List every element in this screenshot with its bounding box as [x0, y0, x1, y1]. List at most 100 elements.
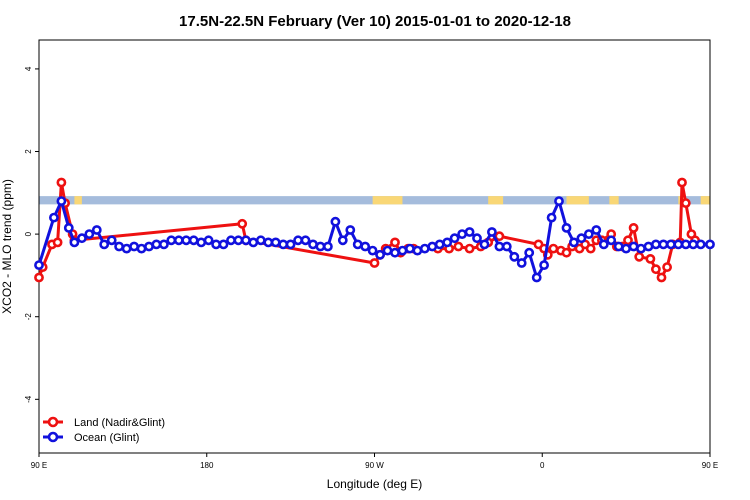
surface-band-land-2: [488, 196, 504, 205]
surface-band-land-0: [74, 196, 82, 205]
series-land-point-23: [494, 231, 505, 242]
series-ocean-point-60: [486, 227, 497, 237]
series-ocean-point-70: [561, 222, 572, 233]
surface-band-land-4: [609, 196, 619, 205]
series-ocean-point-49: [404, 243, 415, 254]
series-land-point-44: [656, 272, 667, 283]
series-ocean-point-62: [501, 241, 512, 252]
series-ocean: [34, 196, 715, 283]
series-ocean-point-82: [651, 239, 661, 250]
series-ocean-point-48: [397, 245, 408, 256]
series-land-point-39: [623, 235, 633, 246]
legend-land-label: Land (Nadir&Glint): [74, 417, 165, 429]
series-ocean-point-80: [636, 243, 646, 254]
series-ocean-point-3: [63, 222, 74, 233]
series-ocean-point-42: [352, 239, 363, 250]
series-ocean-point-2: [56, 196, 67, 206]
series-ocean-point-59: [479, 239, 490, 250]
series-ocean-point-67: [539, 260, 549, 270]
series-ocean-point-89: [705, 239, 715, 250]
series-ocean-point-11: [121, 243, 132, 254]
legend-item-ocean: Ocean (Glint): [43, 431, 139, 444]
series-land-point-43: [651, 264, 661, 275]
series-land-point-3: [52, 237, 63, 248]
series-ocean-point-10: [114, 241, 124, 252]
x-axis: 90 E 180 90 W 0 90 E: [31, 453, 718, 470]
series-land-point-29: [561, 247, 572, 258]
series-ocean-point-69: [554, 196, 564, 206]
series-ocean-point-54: [442, 237, 453, 248]
series-ocean-point-9: [106, 235, 117, 246]
series-land-point-48: [677, 177, 687, 188]
x-tick-label-3: 0: [540, 461, 545, 470]
series-land-point-40: [628, 222, 639, 233]
series-ocean-point-20: [188, 235, 199, 246]
series-ocean-point-5: [77, 233, 87, 244]
series-ocean-point-72: [576, 233, 587, 244]
series-ocean-point-29: [255, 235, 266, 246]
y-axis: -4 -2 0 2 4: [24, 66, 39, 403]
series-land-point-20: [464, 243, 475, 254]
series-land-point-10: [369, 258, 380, 268]
series-ocean-point-22: [203, 235, 214, 246]
series-ocean-point-57: [464, 227, 475, 237]
legend-ocean-label: Ocean (Glint): [74, 432, 139, 444]
series-ocean-point-53: [434, 239, 445, 250]
series-land-point-19: [453, 241, 464, 252]
y-tick-label-2: 0: [24, 231, 33, 236]
series-ocean-point-19: [181, 235, 192, 246]
series-ocean-point-38: [322, 241, 333, 252]
series-ocean-point-26: [233, 235, 244, 246]
series-ocean-point-24: [218, 239, 229, 250]
series-ocean-point-4: [69, 237, 80, 248]
series-ocean-point-65: [524, 247, 535, 258]
series-ocean-point-64: [516, 258, 527, 268]
series-ocean-point-40: [337, 235, 348, 246]
series-ocean-point-6: [84, 229, 95, 239]
series-ocean-point-85: [673, 239, 684, 250]
series-ocean-point-55: [449, 233, 460, 244]
series-ocean-point-83: [658, 239, 669, 250]
x-axis-label: Longitude (deg E): [327, 477, 422, 491]
series-ocean-point-47: [390, 247, 400, 258]
series-ocean-point-1: [49, 212, 59, 223]
series-ocean-point-87: [688, 239, 699, 250]
series-ocean-point-28: [248, 237, 259, 248]
series-ocean-point-78: [621, 243, 631, 254]
series-ocean-point-73: [583, 229, 594, 239]
series-ocean-point-50: [412, 245, 423, 256]
series-ocean-point-76: [606, 235, 617, 246]
series-land-point-4: [56, 177, 67, 188]
surface-band-land-3: [566, 196, 589, 205]
series-ocean-point-37: [315, 241, 326, 252]
series-land-point-49: [680, 198, 691, 208]
legend-land-marker: [47, 416, 59, 428]
y-tick-label-3: 2: [24, 149, 33, 154]
series-ocean-point-31: [270, 237, 281, 248]
series-ocean-point-56: [457, 229, 467, 239]
series-ocean-point-43: [360, 241, 371, 252]
legend-item-land: Land (Nadir&Glint): [43, 416, 165, 429]
x-tick-label-2: 90 W: [365, 461, 384, 470]
series-land-point-41: [634, 251, 645, 262]
series-ocean-point-39: [330, 216, 341, 227]
chart-title: 17.5N-22.5N February (Ver 10) 2015-01-01…: [179, 13, 571, 30]
series-land-point-8: [237, 218, 248, 229]
series-ocean-point-63: [509, 251, 520, 262]
x-tick-label-0: 90 E: [31, 461, 47, 470]
series-ocean-point-7: [91, 225, 102, 235]
legend-ocean-marker: [47, 431, 59, 443]
y-tick-label-4: 4: [24, 66, 33, 71]
surface-band: [39, 196, 710, 205]
series-ocean-point-71: [569, 237, 579, 248]
series-ocean-point-88: [695, 239, 706, 250]
series-ocean-point-68: [546, 212, 557, 223]
series-ocean-point-0: [34, 260, 44, 270]
series-ocean-point-44: [367, 245, 378, 256]
series-ocean-point-15: [151, 239, 162, 250]
surface-band-land-6: [700, 196, 710, 205]
surface-band-land-1: [372, 196, 403, 205]
series-land-point-33: [585, 243, 596, 254]
series-ocean-point-8: [99, 239, 110, 250]
